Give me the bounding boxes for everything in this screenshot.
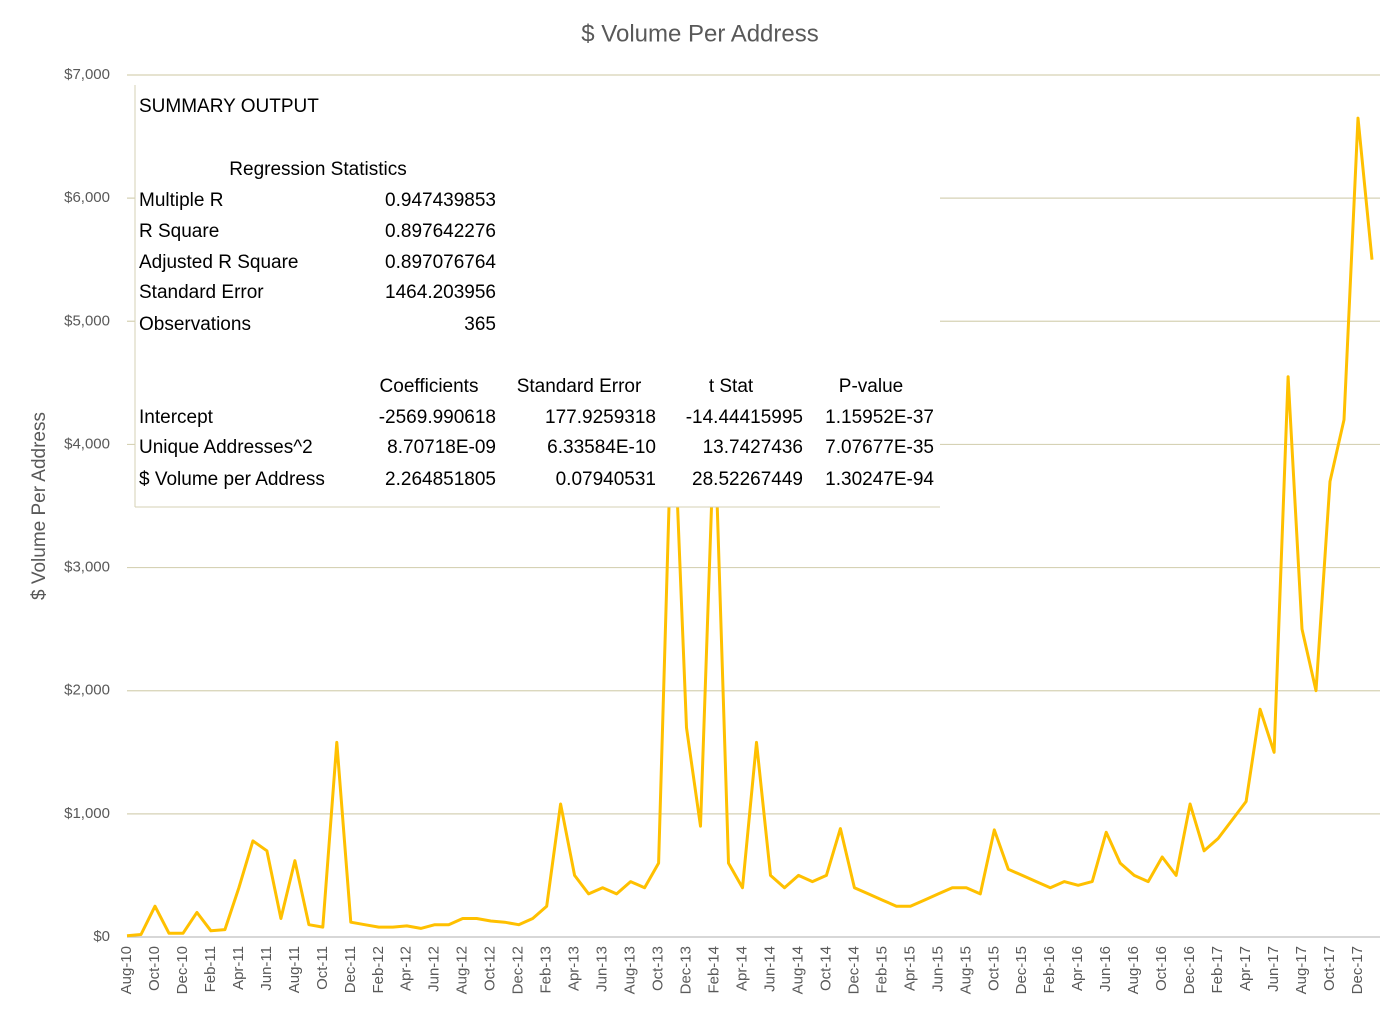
y-tick-label: $2,000 (64, 682, 110, 699)
stat-value: 1464.203956 (385, 282, 496, 303)
stat-label: Observations (139, 314, 251, 335)
x-tick-label: Oct-16 (1153, 946, 1170, 991)
x-tick-label: Aug-13 (622, 946, 639, 994)
chart-title: $ Volume Per Address (581, 20, 818, 47)
x-tick-label: Aug-11 (286, 946, 303, 993)
x-tick-label: Oct-10 (146, 946, 163, 991)
y-tick-label: $3,000 (64, 559, 110, 576)
table-cell: 8.70718E-09 (387, 437, 496, 458)
stat-value: 0.897642276 (385, 221, 496, 242)
y-tick-label: $7,000 (64, 66, 110, 83)
x-tick-label: Oct-17 (1321, 946, 1338, 991)
x-tick-label: Feb-17 (1209, 946, 1226, 994)
x-tick-label: Jun-15 (929, 946, 946, 992)
stat-value: 365 (464, 314, 496, 335)
stat-label: R Square (139, 221, 219, 242)
x-tick-label: Oct-12 (482, 946, 499, 991)
table-cell: 1.30247E-94 (825, 469, 934, 490)
stat-label: Adjusted R Square (139, 252, 299, 273)
x-tick-label: Oct-11 (314, 946, 331, 990)
x-tick-label: Dec-14 (845, 946, 862, 994)
table-cell: 13.7427436 (703, 437, 803, 458)
x-tick-label: Dec-13 (678, 946, 695, 994)
x-tick-label: Apr-14 (733, 946, 750, 991)
x-tick-label: Aug-10 (118, 946, 135, 994)
y-tick-label: $5,000 (64, 312, 110, 329)
x-tick-label: Aug-12 (454, 946, 471, 994)
y-tick-label: $6,000 (64, 189, 110, 206)
section-title: Regression Statistics (229, 159, 406, 180)
x-tick-label: Aug-15 (957, 946, 974, 994)
column-header: t Stat (709, 376, 754, 397)
table-cell: 2.264851805 (385, 469, 496, 490)
x-tick-label: Apr-15 (901, 946, 918, 991)
table-cell: 7.07677E-35 (825, 437, 934, 458)
x-tick-label: Oct-14 (817, 946, 834, 991)
x-tick-label: Dec-12 (510, 946, 527, 994)
row-label: Intercept (139, 407, 214, 428)
table-box (135, 85, 940, 507)
stat-value: 0.897076764 (385, 252, 496, 273)
x-tick-label: Apr-17 (1237, 946, 1254, 991)
stat-label: Standard Error (139, 282, 264, 303)
x-tick-label: Apr-11 (230, 946, 247, 990)
y-tick-label: $1,000 (64, 805, 110, 822)
x-tick-label: Feb-15 (873, 946, 890, 994)
x-tick-label: Jun-14 (761, 946, 778, 992)
table-cell: 28.52267449 (692, 469, 803, 490)
stat-value: 0.947439853 (385, 190, 496, 211)
y-tick-label: $4,000 (64, 435, 110, 452)
column-header: Coefficients (380, 376, 479, 397)
table-cell: 1.15952E-37 (825, 407, 934, 428)
data-line (126, 116, 1374, 938)
row-label: $ Volume per Address (139, 469, 325, 490)
row-label: Unique Addresses^2 (139, 437, 313, 458)
x-tick-label: Feb-16 (1041, 946, 1058, 994)
x-tick-label: Feb-13 (538, 946, 555, 994)
table-cell: 6.33584E-10 (547, 437, 656, 458)
x-tick-label: Apr-13 (566, 946, 583, 991)
x-tick-label: Oct-13 (650, 946, 667, 991)
column-header: P-value (839, 376, 903, 397)
x-tick-label: Aug-14 (789, 946, 806, 994)
table-title: SUMMARY OUTPUT (139, 96, 319, 117)
stat-label: Multiple R (139, 190, 223, 211)
x-tick-label: Jun-16 (1097, 946, 1114, 992)
x-tick-label: Aug-16 (1125, 946, 1142, 994)
x-tick-label: Feb-12 (370, 946, 387, 994)
x-tick-label: Dec-16 (1181, 946, 1198, 994)
y-tick-label: $0 (93, 928, 110, 945)
column-header: Standard Error (517, 376, 642, 397)
x-tick-label: Dec-15 (1013, 946, 1030, 994)
x-tick-label: Dec-11 (342, 946, 359, 993)
x-tick-label: Apr-12 (398, 946, 415, 991)
x-tick-label: Jun-11 (258, 946, 275, 991)
x-tick-label: Dec-10 (174, 946, 191, 994)
table-cell: 177.9259318 (545, 407, 656, 428)
x-tick-label: Apr-16 (1069, 946, 1086, 991)
x-tick-label: Jun-13 (594, 946, 611, 992)
x-tick-label: Jun-12 (426, 946, 443, 992)
y-axis-label: $ Volume Per Address (29, 412, 50, 600)
x-tick-label: Feb-11 (202, 946, 219, 992)
x-tick-label: Feb-14 (705, 946, 722, 994)
table-cell: 0.07940531 (556, 469, 656, 490)
x-tick-label: Dec-17 (1349, 946, 1366, 994)
x-tick-label: Oct-15 (985, 946, 1002, 991)
x-tick-label: Aug-17 (1293, 946, 1310, 994)
x-tick-label: Jun-17 (1265, 946, 1282, 992)
table-cell: -14.44415995 (686, 407, 803, 428)
table-cell: -2569.990618 (379, 407, 496, 428)
